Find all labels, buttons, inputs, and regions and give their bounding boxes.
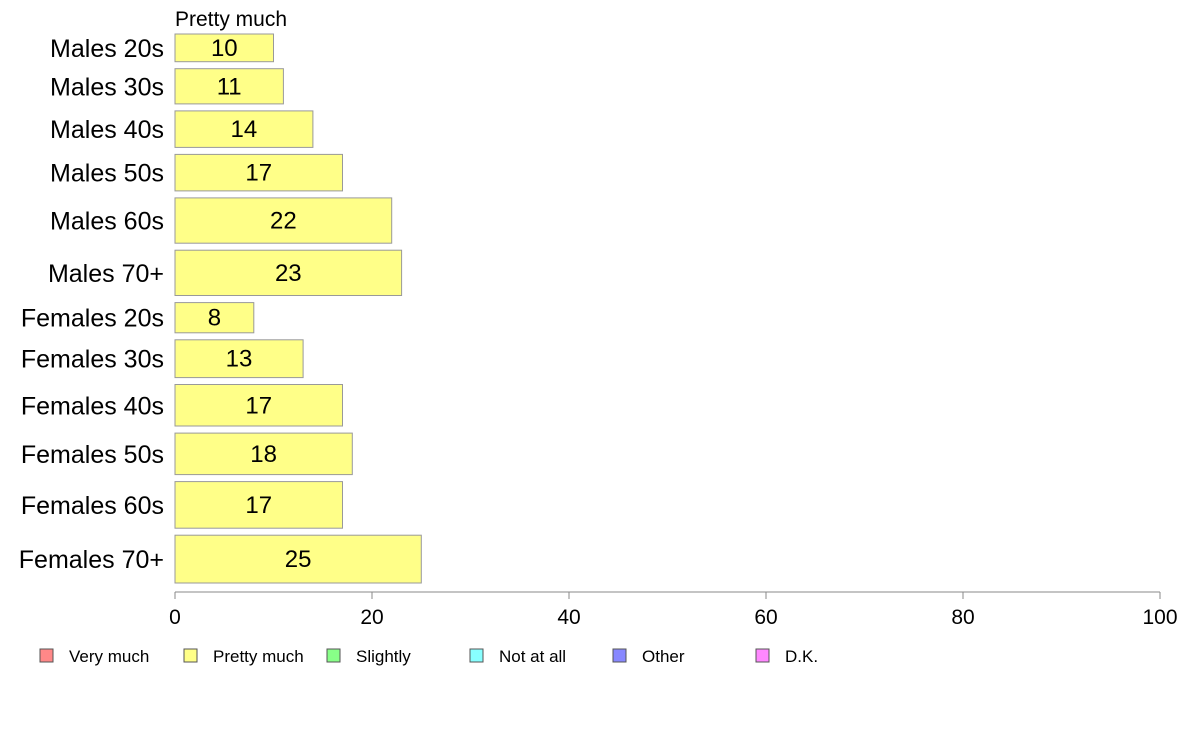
bar-value-label: 23: [275, 260, 302, 287]
legend-swatch: [183, 648, 198, 663]
bar-value-label: 25: [285, 546, 312, 573]
bar-value-label: 17: [245, 492, 272, 519]
bar: [174, 534, 422, 584]
x-tick-label: 40: [557, 606, 580, 629]
category-label: Females 30s: [21, 346, 164, 374]
bar-value-label: 11: [217, 73, 242, 100]
category-label: Males 60s: [50, 208, 164, 236]
legend-label: Other: [642, 647, 685, 666]
category-label: Males 70+: [48, 260, 164, 288]
legend: Very much Pretty much Slightly Not at all Ot…: [39, 647, 818, 666]
legend-label: Not at all: [499, 647, 566, 666]
x-tick-label: 80: [951, 606, 974, 629]
legend-label: Very much: [69, 647, 149, 666]
bar-value-label: 17: [245, 160, 272, 187]
x-tick-label: 60: [754, 606, 777, 629]
bar-value-label: 8: [208, 305, 221, 332]
bar: [174, 68, 284, 105]
bars: 10 Males 20s 11 Males 30s 14 Males 40s 17 Males…: [19, 33, 422, 584]
bar: [174, 153, 343, 192]
bar-value-label: 13: [226, 346, 253, 373]
category-label: Males 30s: [50, 73, 164, 101]
legend-label: Slightly: [356, 647, 411, 666]
category-label: Males 20s: [50, 35, 164, 63]
x-tick-label: 0: [169, 606, 181, 629]
category-label: Females 40s: [21, 392, 164, 420]
legend-swatch: [755, 648, 770, 663]
bar: [174, 302, 255, 334]
bar: [174, 481, 343, 529]
bar: [174, 33, 274, 63]
legend-label: Pretty much: [213, 647, 304, 666]
x-tick-label: 100: [1142, 606, 1177, 629]
bar-value-label: 18: [250, 441, 277, 468]
category-label: Males 50s: [50, 160, 164, 188]
legend-swatch: [469, 648, 484, 663]
x-axis: 0 20 40 60 80 100: [169, 591, 1178, 629]
category-label: Females 60s: [21, 492, 164, 520]
legend-swatch: [326, 648, 341, 663]
bar: [174, 339, 304, 379]
bar-value-label: 14: [231, 116, 258, 143]
legend-label: D.K.: [785, 647, 818, 666]
category-label: Males 40s: [50, 116, 164, 144]
series-label: Pretty much: [175, 8, 287, 31]
bar: [174, 197, 393, 244]
bar: [174, 110, 314, 148]
bar: [174, 384, 343, 427]
bar-value-label: 17: [245, 392, 272, 419]
legend-swatch: [612, 648, 627, 663]
bar-value-label: 10: [211, 35, 238, 62]
x-tick-label: 20: [360, 606, 383, 629]
category-label: Females 20s: [21, 305, 164, 333]
bar: [174, 249, 403, 296]
legend-swatch: [39, 648, 54, 663]
category-label: Females 70+: [19, 546, 164, 574]
bar: [174, 432, 353, 476]
bar-value-label: 22: [270, 208, 297, 235]
category-label: Females 50s: [21, 441, 164, 469]
